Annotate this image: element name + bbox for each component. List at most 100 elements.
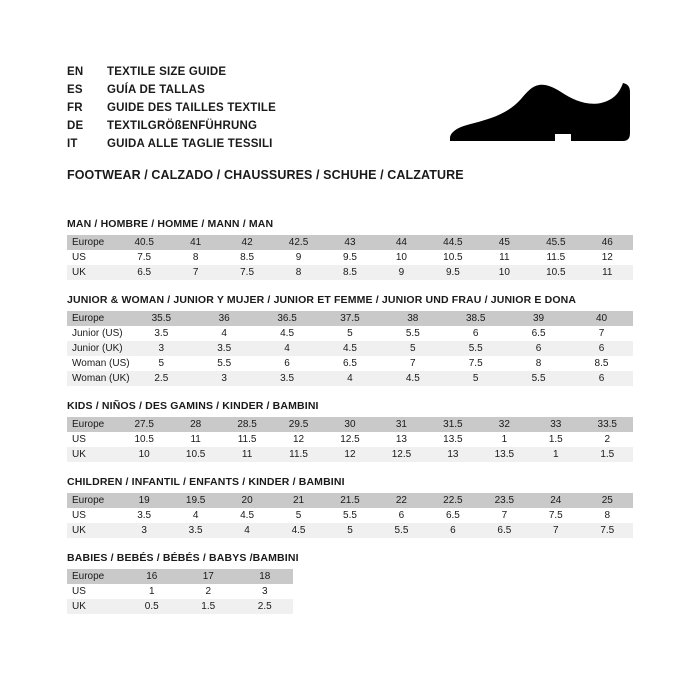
language-code: IT (67, 138, 78, 150)
size-cell: 19.5 (169, 493, 222, 508)
size-cell: 5 (324, 523, 376, 538)
size-cell: 11.5 (221, 432, 273, 447)
table-row: US 7.5 8 8.5 9 9.5 10 10.5 11 11.5 12 (67, 250, 633, 265)
row-label: Europe (67, 311, 130, 326)
size-cell: 21.5 (324, 493, 376, 508)
size-cell: 8 (507, 356, 570, 371)
row-label: UK (67, 599, 124, 614)
row-label: Woman (UK) (67, 371, 130, 386)
size-cell: 42.5 (272, 235, 325, 250)
size-cell: 23.5 (478, 493, 531, 508)
size-cell: 11 (478, 250, 531, 265)
table-row: Woman (UK) 2.5 3 3.5 4 4.5 5 5.5 6 (67, 371, 633, 386)
size-cell: 32 (478, 417, 531, 432)
size-cell: 36 (192, 311, 256, 326)
size-cell: 6 (427, 523, 479, 538)
table-header-row: Europe 35.5 36 36.5 37.5 38 38.5 39 40 (67, 311, 633, 326)
size-section-children: CHILDREN / INFANTIL / ENFANTS / KINDER /… (67, 476, 633, 538)
size-cell: 38.5 (444, 311, 508, 326)
size-cell: 3.5 (129, 326, 193, 341)
size-cell: 3.5 (255, 371, 319, 386)
language-code: DE (67, 120, 84, 132)
footwear-heading: FOOTWEAR / CALZADO / CHAUSSURES / SCHUHE… (67, 168, 464, 182)
size-cell: 19 (118, 493, 170, 508)
size-cell: 5.5 (444, 341, 508, 356)
size-cell: 3 (129, 341, 193, 356)
size-cell: 4.5 (318, 341, 382, 356)
row-label: US (67, 432, 119, 447)
size-cell: 5.5 (324, 508, 376, 523)
size-cell: 8 (169, 250, 222, 265)
size-cell: 0.5 (123, 599, 180, 614)
table-row: US 1 2 3 (67, 584, 293, 599)
section-title: JUNIOR & WOMAN / JUNIOR Y MUJER / JUNIOR… (67, 294, 577, 306)
size-section-babies: BABIES / BEBÉS / BÉBÉS / BABYS /BAMBINI E… (67, 552, 633, 614)
size-cell: 6.5 (118, 265, 170, 280)
size-cell: 6.5 (318, 356, 382, 371)
size-cell: 2.5 (129, 371, 193, 386)
size-cell: 13.5 (427, 432, 479, 447)
size-cell: 35.5 (129, 311, 193, 326)
size-cell: 5.5 (381, 326, 445, 341)
size-cell: 9 (375, 265, 428, 280)
row-label: US (67, 250, 119, 265)
size-cell: 16 (123, 569, 180, 584)
language-title: GUIDA ALLE TAGLIE TESSILI (107, 138, 273, 150)
table-row: US 10.5 11 11.5 12 12.5 13 13.5 1 1.5 2 (67, 432, 633, 447)
size-cell: 33 (530, 417, 582, 432)
size-cell: 31 (375, 417, 428, 432)
section-title: BABIES / BEBÉS / BÉBÉS / BABYS /BAMBINI (67, 552, 299, 564)
size-cell: 1.5 (530, 432, 582, 447)
size-cell: 40 (570, 311, 633, 326)
guide-header: EN TEXTILE SIZE GUIDE ES GUÍA DE TALLAS FR GU… (67, 63, 627, 182)
table-header-row: Europe 27.5 28 28.5 29.5 30 31 31.5 32 33 33.5 (67, 417, 633, 432)
size-cell: 4.5 (221, 508, 273, 523)
size-cell: 7 (570, 326, 633, 341)
size-cell: 12.5 (324, 432, 376, 447)
size-cell: 17 (180, 569, 237, 584)
size-cell: 13.5 (478, 447, 531, 462)
language-code: FR (67, 102, 83, 114)
size-cell: 7 (530, 523, 582, 538)
size-cell: 28 (169, 417, 222, 432)
size-cell: 18 (236, 569, 293, 584)
table-row: US 3.5 4 4.5 5 5.5 6 6.5 7 7.5 8 (67, 508, 633, 523)
size-cell: 6 (507, 341, 570, 356)
size-cell: 8.5 (221, 250, 273, 265)
size-cell: 36.5 (255, 311, 319, 326)
size-cell: 6.5 (507, 326, 570, 341)
row-label: Europe (67, 417, 119, 432)
size-table-junior-woman: Europe 35.5 36 36.5 37.5 38 38.5 39 40 Junior (US… (67, 311, 633, 386)
size-cell: 2 (180, 584, 237, 599)
size-cell: 7.5 (118, 250, 170, 265)
size-cell: 6.5 (478, 523, 531, 538)
size-cell: 22 (375, 493, 428, 508)
size-section-kids: KIDS / NIÑOS / DES GAMINS / KINDER / BAM… (67, 400, 633, 462)
table-header-row: Europe 19 19.5 20 21 21.5 22 22.5 23.5 24 25 (67, 493, 633, 508)
size-cell: 4 (221, 523, 273, 538)
size-cell: 39 (507, 311, 570, 326)
size-cell: 6.5 (427, 508, 479, 523)
table-row: Woman (US) 5 5.5 6 6.5 7 7.5 8 8.5 (67, 356, 633, 371)
size-cell: 3 (236, 584, 293, 599)
size-cell: 12 (324, 447, 376, 462)
size-cell: 11 (581, 265, 633, 280)
section-title: KIDS / NIÑOS / DES GAMINS / KINDER / BAM… (67, 400, 319, 412)
size-cell: 5.5 (375, 523, 428, 538)
size-cell: 44 (375, 235, 428, 250)
size-cell: 13 (375, 432, 428, 447)
language-title: GUIDE DES TAILLES TEXTILE (107, 102, 276, 114)
size-cell: 7 (381, 356, 445, 371)
language-row: DE TEXTILGRÖßENFÜHRUNG (67, 117, 627, 135)
row-label: Europe (67, 235, 119, 250)
size-cell: 10.5 (118, 432, 170, 447)
size-cell: 1 (123, 584, 180, 599)
dress-shoe-icon (447, 78, 632, 146)
row-label: Junior (UK) (67, 341, 130, 356)
size-cell: 4 (192, 326, 256, 341)
size-cell: 3 (192, 371, 256, 386)
size-cell: 37.5 (318, 311, 382, 326)
size-cell: 9.5 (427, 265, 479, 280)
language-row: EN TEXTILE SIZE GUIDE (67, 63, 627, 81)
language-title: TEXTILGRÖßENFÜHRUNG (107, 120, 258, 132)
